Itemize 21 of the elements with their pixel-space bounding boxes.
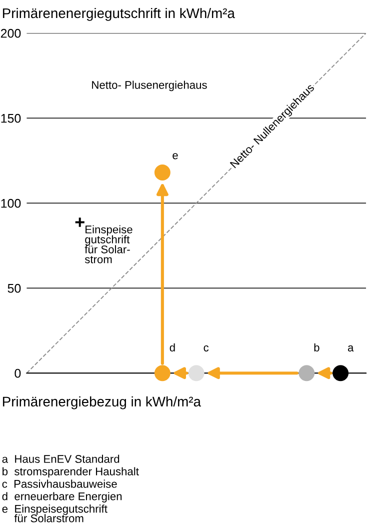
text: d erneuerbare Energien [2,492,122,502]
annotation: + [75,218,84,227]
chart-title: Primärenenergiegutschrift in kWh/m²a [2,8,235,21]
y-tick-label: 200 [0,28,21,38]
y-tick-label: 50 [8,284,21,293]
text: b stromsparender Haushalt [2,467,139,478]
series-label: b [314,343,320,352]
y-tick-label: 100 [1,198,21,208]
line-series [26,33,366,374]
series-label: e [172,153,178,160]
text: e Einspeisegutschrift für Solarstrom [2,504,108,522]
series-label: a [348,345,354,352]
x-axis-title: Primärenergiebezug in kWh/m²a [2,396,201,410]
series-label: c [204,345,209,352]
y-tick-label: 150 [1,114,21,123]
text: c Passivhausbauweise [2,480,117,488]
y-tick-label: 0 [14,368,21,378]
series-label: d [170,343,175,352]
annotation: Einspeise gutschrift für Solar- strom [84,225,132,264]
text: a Haus EnEV Standard [2,454,120,463]
annotation: Netto- Plusenergiehaus [92,80,207,92]
